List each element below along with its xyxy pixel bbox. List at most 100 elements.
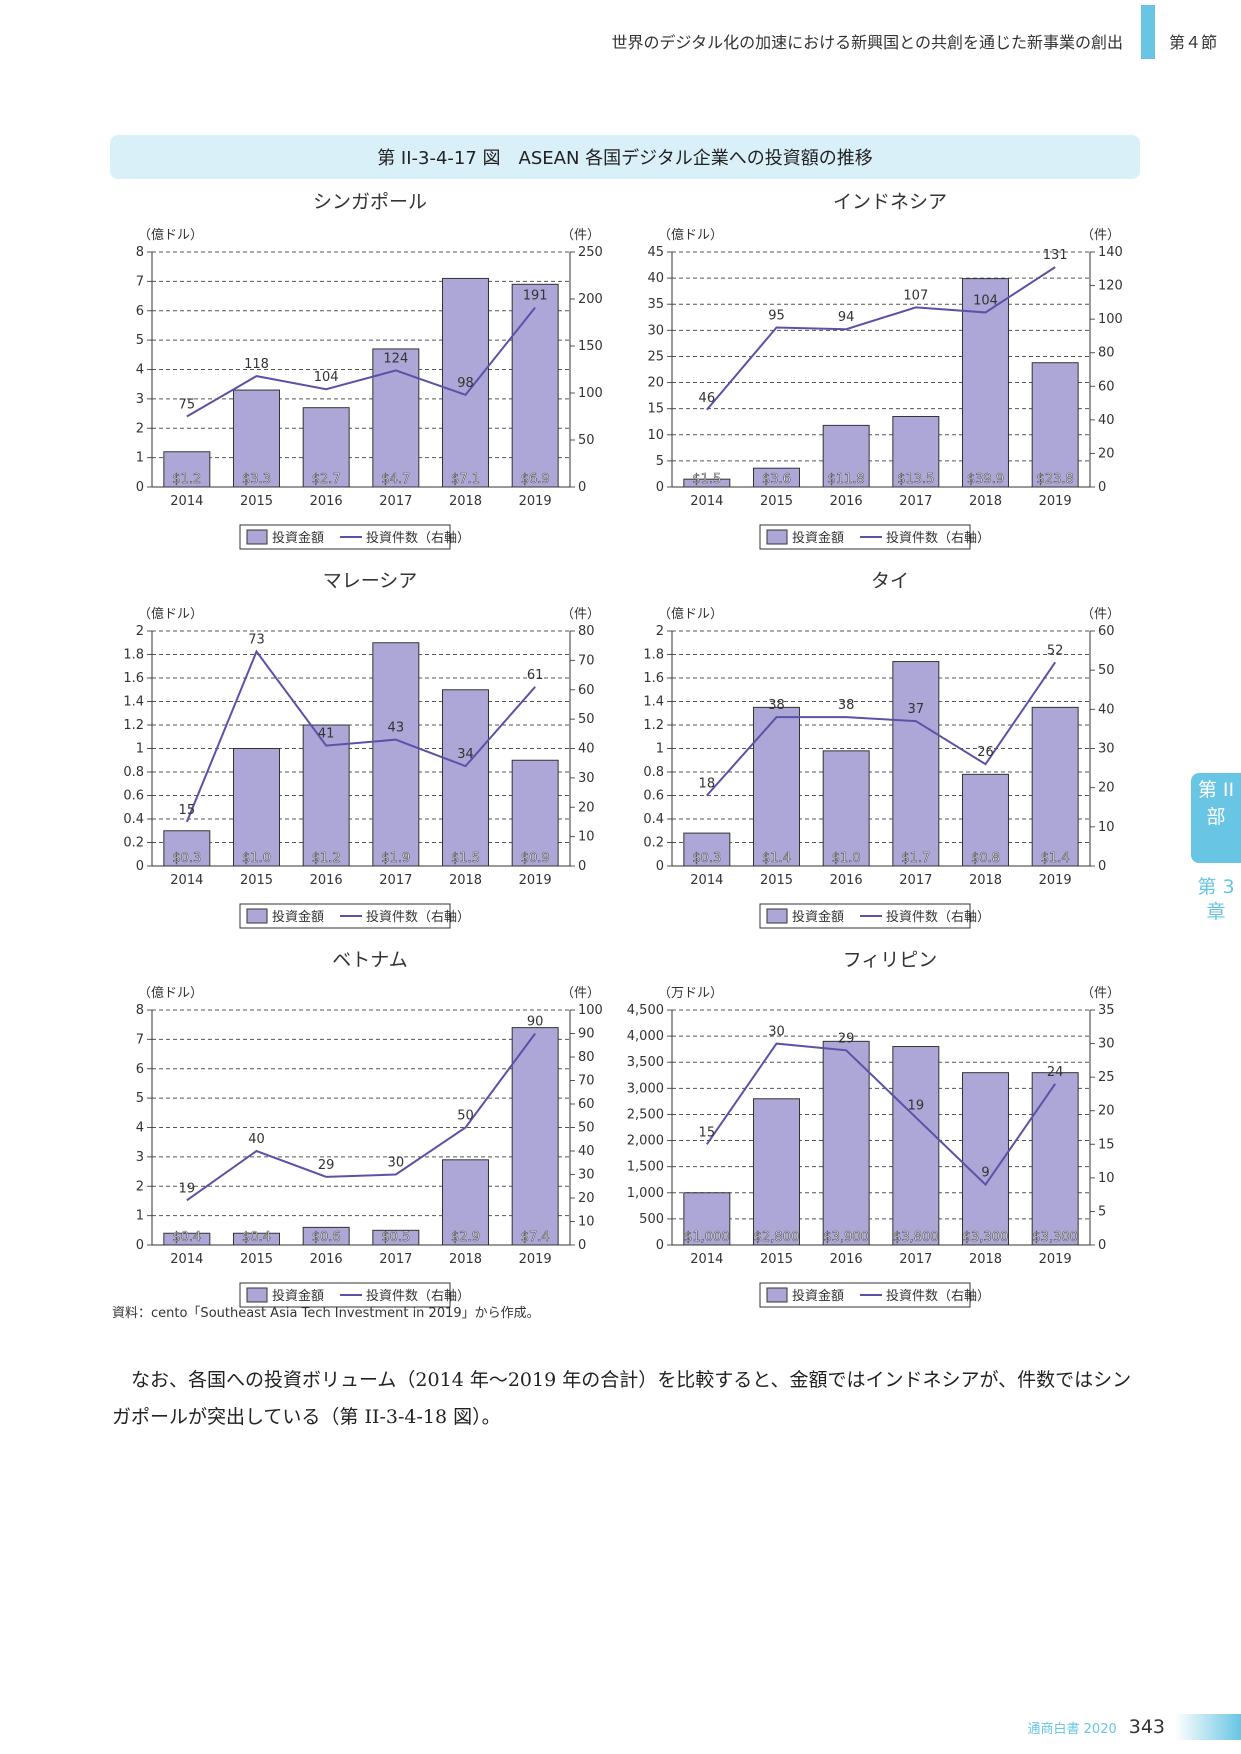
bar-value-label: $1.7	[901, 851, 930, 866]
bar-value-label: $1.0	[242, 851, 271, 866]
left-tick-label: 35	[647, 297, 664, 312]
right-axis-unit: （件）	[561, 986, 600, 1001]
body-paragraph: なお、各国への投資ボリューム（2014 年～2019 年の合計）を比較すると、金…	[112, 1369, 1132, 1428]
right-tick-label: 10	[578, 830, 595, 845]
legend-line-label: 投資件数（右軸）	[366, 909, 470, 925]
line-value-label: 73	[248, 633, 265, 648]
bar	[822, 1040, 870, 1246]
right-tick-label: 100	[578, 1003, 603, 1018]
left-tick-label: 2,500	[627, 1107, 664, 1122]
line-value-label: 15	[699, 1125, 716, 1140]
right-axis-unit: （件）	[1081, 607, 1120, 622]
bar	[233, 748, 280, 867]
line-value-label: 94	[838, 310, 855, 325]
bar	[442, 1159, 489, 1246]
left-tick-label: 0.6	[123, 789, 144, 804]
x-tick-label: 2014	[690, 1252, 723, 1267]
line-series	[706, 266, 1056, 411]
left-tick-label: 0.4	[643, 812, 664, 827]
right-tick-label: 120	[1098, 279, 1123, 294]
right-tick-label: 60	[578, 1097, 595, 1112]
legend-bar-label: 投資金額	[792, 530, 844, 546]
right-tick-label: 60	[1098, 379, 1115, 394]
legend: 投資金額 投資件数（右軸）	[239, 1282, 470, 1308]
bar	[442, 689, 489, 867]
bar-value-label: $0.4	[242, 1230, 271, 1245]
right-axis-unit: （件）	[1081, 228, 1120, 243]
bar-value-label: $1.5	[451, 851, 480, 866]
bar	[962, 773, 1009, 867]
legend: 投資金額 投資件数（右軸）	[759, 524, 990, 550]
line-value-label: 40	[248, 1132, 265, 1147]
bar-value-label: $2.9	[451, 1230, 480, 1245]
chart-title: タイ	[870, 570, 909, 592]
line-value-label: 90	[527, 1015, 544, 1030]
x-tick-label: 2014	[170, 873, 203, 888]
right-tick-label: 20	[1098, 781, 1115, 796]
bar	[892, 416, 940, 488]
bar	[511, 1027, 559, 1246]
right-tick-label: 15	[1098, 1137, 1115, 1152]
right-tick-label: 60	[578, 683, 595, 698]
left-tick-label: 6	[136, 1062, 144, 1077]
right-axis-unit: （件）	[561, 228, 600, 243]
line-value-label: 41	[318, 727, 335, 742]
footer-label: 通商白書 2020	[1027, 1721, 1117, 1737]
right-tick-label: 35	[1098, 1003, 1115, 1018]
bar-value-label: $2,800	[754, 1230, 800, 1245]
left-tick-label: 4	[136, 363, 144, 378]
left-tick-label: 1,000	[627, 1186, 664, 1201]
left-tick-label: 5	[136, 1091, 144, 1106]
bar-value-label: $1.5	[692, 472, 721, 487]
left-tick-label: 0	[136, 859, 144, 874]
right-axis-unit: （件）	[1081, 986, 1120, 1001]
line-value-label: 30	[388, 1156, 405, 1171]
left-tick-label: 0.2	[123, 836, 144, 851]
line-value-label: 95	[768, 309, 785, 324]
line-value-label: 191	[523, 288, 548, 303]
bar-value-label: $0.5	[381, 1230, 410, 1245]
right-tick-label: 100	[1098, 312, 1123, 327]
legend-bar-swatch	[766, 529, 788, 545]
bar-value-label: $6.9	[521, 472, 550, 487]
x-tick-label: 2014	[170, 494, 203, 509]
x-tick-label: 2014	[690, 873, 723, 888]
right-tick-label: 20	[578, 1191, 595, 1206]
x-tick-label: 2016	[310, 494, 343, 509]
x-tick-label: 2015	[240, 494, 273, 509]
right-tick-label: 0	[1098, 1238, 1106, 1253]
line-value-label: 19	[179, 1181, 196, 1196]
chart-title: フィリピン	[842, 949, 938, 971]
left-tick-label: 20	[647, 376, 664, 391]
chart-svg: （億ドル） （件） 0 1 2 3 4 5 6 7 8 0 50 100 150 200 250 $1.2 2014…	[136, 227, 603, 550]
chart-panel-philippines: フィリピン （万ドル） （件） 0 500 1,000 1,500 2,000 2,500 3,…	[620, 945, 1160, 1320]
part-tab: 第 II 部	[1191, 773, 1241, 863]
source-note: 資料：cento「Southeast Asia Tech Investment …	[112, 1306, 540, 1321]
right-tick-label: 250	[578, 245, 603, 260]
left-tick-label: 0.8	[123, 765, 144, 780]
left-tick-label: 500	[639, 1212, 664, 1227]
line-value-label: 9	[981, 1166, 989, 1181]
line-value-label: 52	[1047, 643, 1064, 658]
x-tick-label: 2018	[449, 1252, 482, 1267]
legend-line-label: 投資件数（右軸）	[886, 530, 990, 546]
left-tick-label: 1.6	[123, 671, 144, 686]
bar-value-label: $1.9	[381, 851, 410, 866]
bar	[442, 277, 489, 488]
chart-svg: （億ドル） （件）0123456780102030405060708090100$…	[136, 985, 603, 1308]
right-tick-label: 0	[1098, 859, 1106, 874]
left-tick-label: 0.8	[643, 765, 664, 780]
x-tick-label: 2018	[969, 873, 1002, 888]
legend-bar-swatch	[246, 529, 268, 545]
right-tick-label: 0	[578, 1238, 586, 1253]
left-tick-label: 15	[647, 402, 664, 417]
left-tick-label: 6	[136, 304, 144, 319]
left-tick-label: 8	[136, 245, 144, 260]
line-value-label: 124	[383, 351, 408, 366]
x-tick-label: 2015	[240, 1252, 273, 1267]
right-tick-label: 40	[578, 742, 595, 757]
right-tick-label: 0	[578, 480, 586, 495]
bar-value-label: $2.7	[312, 472, 341, 487]
legend: 投資金額 投資件数（右軸）	[239, 524, 470, 550]
left-tick-label: 4,500	[627, 1003, 664, 1018]
